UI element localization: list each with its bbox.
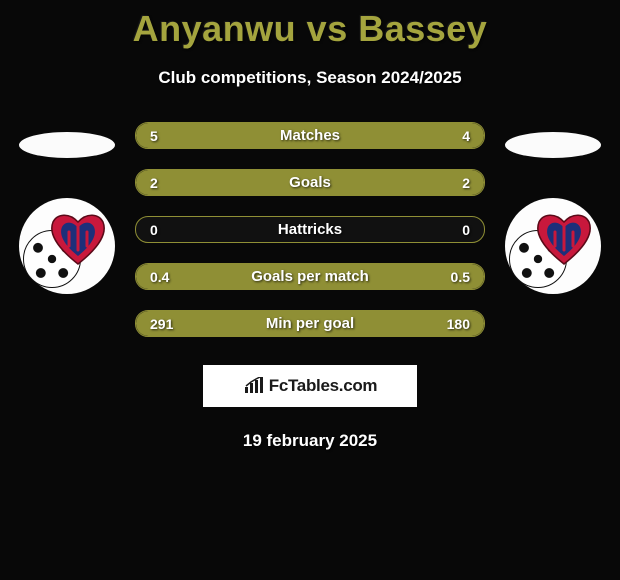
player-right-club-badge <box>505 198 601 294</box>
stat-left-value: 5 <box>150 128 158 144</box>
stat-bar-hattricks: 0 Hattricks 0 <box>135 216 485 243</box>
stat-right-value: 180 <box>447 316 470 332</box>
stats-column: 5 Matches 4 2 Goals 2 0 Hattricks 0 0.4 … <box>135 122 485 337</box>
stat-left-value: 0.4 <box>150 269 169 285</box>
brand-text: FcTables.com <box>269 376 378 396</box>
stat-bar-goals: 2 Goals 2 <box>135 169 485 196</box>
stat-label: Matches <box>280 127 340 144</box>
stat-label: Goals per match <box>251 268 369 285</box>
brand-badge[interactable]: FcTables.com <box>203 365 417 407</box>
heart-crest-icon <box>47 212 109 268</box>
stat-left-value: 0 <box>150 222 158 238</box>
page-title: Anyanwu vs Bassey <box>0 8 620 50</box>
chart-bars-icon <box>243 377 265 395</box>
date-text: 19 february 2025 <box>0 431 620 451</box>
stat-right-value: 2 <box>462 175 470 191</box>
stat-right-value: 0.5 <box>451 269 470 285</box>
player-right-column <box>505 122 601 294</box>
subtitle: Club competitions, Season 2024/2025 <box>0 68 620 88</box>
stat-label: Hattricks <box>278 221 342 238</box>
stat-right-value: 4 <box>462 128 470 144</box>
heart-crest-icon <box>533 212 595 268</box>
player-left-club-badge <box>19 198 115 294</box>
stat-left-value: 291 <box>150 316 173 332</box>
stat-label: Min per goal <box>266 315 354 332</box>
content-row: 5 Matches 4 2 Goals 2 0 Hattricks 0 0.4 … <box>0 122 620 337</box>
stat-bar-goals-per-match: 0.4 Goals per match 0.5 <box>135 263 485 290</box>
stat-bar-matches: 5 Matches 4 <box>135 122 485 149</box>
player-left-column <box>19 122 115 294</box>
stat-bar-min-per-goal: 291 Min per goal 180 <box>135 310 485 337</box>
stat-right-value: 0 <box>462 222 470 238</box>
stat-label: Goals <box>289 174 331 191</box>
stat-left-value: 2 <box>150 175 158 191</box>
player-right-avatar-placeholder <box>505 132 601 158</box>
comparison-infographic: Anyanwu vs Bassey Club competitions, Sea… <box>0 0 620 451</box>
player-left-avatar-placeholder <box>19 132 115 158</box>
